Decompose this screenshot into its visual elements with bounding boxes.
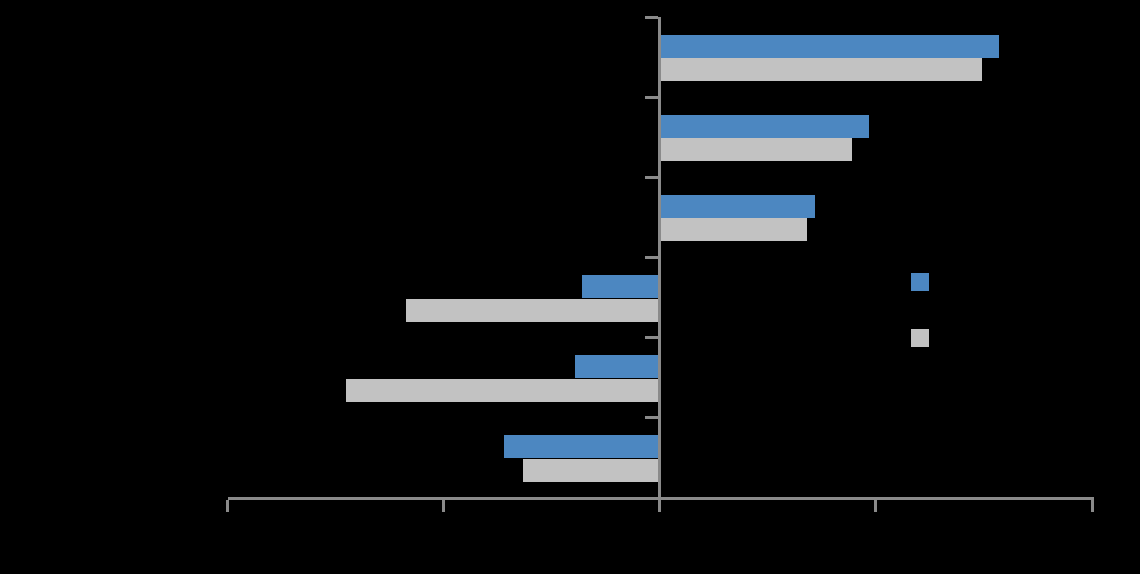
x-axis-tick	[225, 500, 229, 512]
y-axis-line	[658, 17, 661, 512]
x-axis-line	[227, 497, 1094, 500]
bar-gray-cat1	[659, 58, 982, 81]
category-tick	[645, 336, 658, 340]
bar-gray-cat3	[659, 218, 807, 242]
legend-swatch-blue	[911, 273, 929, 291]
bar-blue-cat4	[581, 275, 660, 298]
bar-gray-cat6	[523, 458, 660, 482]
bar-gray-cat4	[406, 298, 660, 322]
bar-blue-cat5	[575, 355, 660, 379]
bar-blue-cat2	[659, 114, 870, 138]
x-axis-tick	[441, 500, 445, 512]
bar-blue-cat6	[503, 435, 660, 459]
legend-swatch-gray	[911, 329, 929, 347]
x-axis-tick	[874, 500, 878, 512]
x-axis-tick	[1090, 500, 1094, 512]
category-tick	[645, 256, 658, 259]
category-tick	[645, 416, 658, 420]
category-tick	[645, 95, 658, 99]
bar-gray-cat2	[659, 138, 852, 162]
bar-gray-cat5	[345, 378, 660, 402]
category-tick	[645, 175, 658, 179]
bar-blue-cat3	[659, 194, 816, 218]
bar-blue-cat1	[659, 34, 999, 58]
category-tick	[645, 15, 658, 19]
